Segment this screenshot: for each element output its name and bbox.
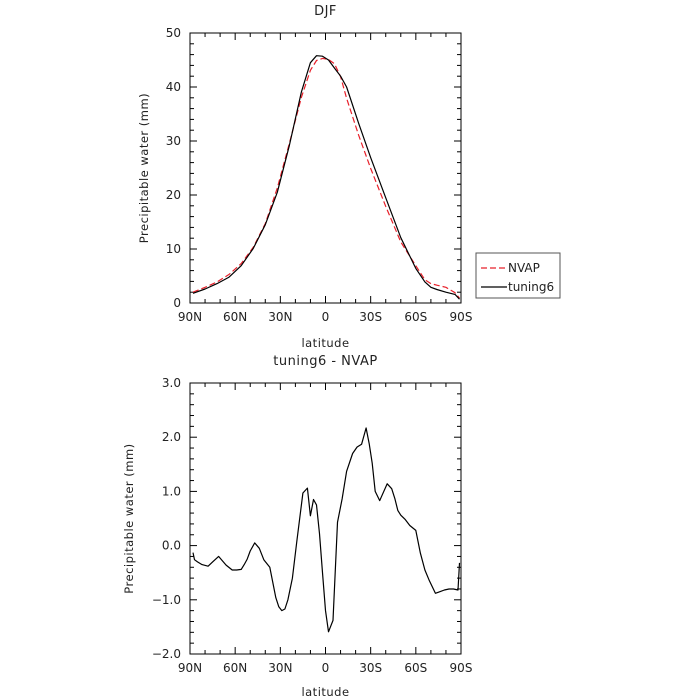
diff-title: tuning6 - NVAP	[273, 354, 377, 369]
diff-y-tick-label: 3.0	[162, 376, 181, 390]
legend-box	[475, 252, 561, 299]
djf-plot-frame	[189, 32, 462, 304]
djf-y-tick-label: 30	[166, 134, 181, 148]
djf-plot-group: 90N 60N 30N 0 30S 60S 90S 0 10 20 30 40 50	[166, 26, 473, 324]
djf-x-tick-label: 90S	[450, 310, 473, 324]
diff-x-tick-label: 60S	[404, 661, 427, 675]
diff-series-series-0-line	[192, 427, 461, 633]
diff-x-tick-label: 30N	[268, 661, 292, 675]
diff-y-tick-label: 0.0	[162, 539, 181, 553]
diff-plot-group: 90N 60N 30N 0 30S 60S 90S −2.0 −1.0 0.0 1.0 2.0 3.0	[152, 376, 473, 675]
djf-y-tick-label: 0	[173, 296, 181, 310]
djf-panel: DJF latitude Precipitable water (mm) 90N…	[137, 4, 472, 350]
diff-y-tick-label: −2.0	[152, 647, 181, 661]
djf-series-tuning6-line	[192, 55, 460, 300]
djf-x-tick-label: 0	[322, 310, 330, 324]
djf-y-tick-label: 10	[166, 242, 181, 256]
djf-y-tick-label: 40	[166, 80, 181, 94]
diff-x-tick-label: 90S	[450, 661, 473, 675]
legend: NVAP tuning6	[475, 252, 561, 299]
diff-y-tick-label: −1.0	[152, 593, 181, 607]
djf-title: DJF	[314, 4, 337, 19]
djf-x-tick-label: 90N	[178, 310, 202, 324]
djf-y-tick-label: 20	[166, 188, 181, 202]
legend-label-tuning6: tuning6	[508, 280, 554, 294]
diff-x-tick-label: 30S	[359, 661, 382, 675]
legend-label-nvap: NVAP	[508, 261, 540, 275]
diff-y-axis-label: Precipitable water (mm)	[122, 443, 136, 593]
djf-x-tick-label: 60N	[223, 310, 247, 324]
diff-y-tick-label: 2.0	[162, 430, 181, 444]
diff-y-tick-label: 1.0	[162, 484, 181, 498]
djf-x-tick-label: 30S	[359, 310, 382, 324]
djf-x-axis-label: latitude	[301, 336, 349, 350]
diff-x-tick-label: 0	[322, 661, 330, 675]
diff-x-axis-label: latitude	[301, 685, 349, 699]
diff-x-tick-label: 90N	[178, 661, 202, 675]
djf-series-nvap-line	[192, 57, 460, 299]
djf-x-tick-label: 60S	[404, 310, 427, 324]
diff-x-tick-label: 60N	[223, 661, 247, 675]
diff-panel: tuning6 - NVAP latitude Precipitable wat…	[122, 354, 472, 699]
djf-y-axis-label: Precipitable water (mm)	[137, 93, 151, 243]
djf-x-tick-label: 30N	[268, 310, 292, 324]
djf-y-tick-label: 50	[166, 26, 181, 40]
